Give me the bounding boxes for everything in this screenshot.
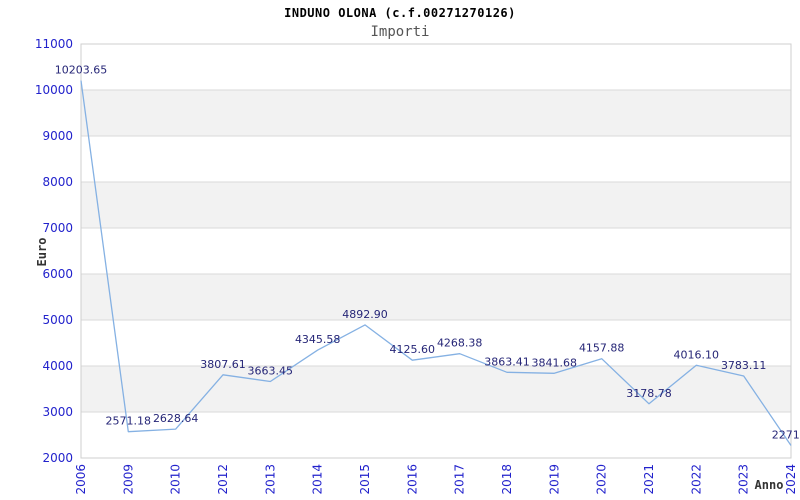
plot-border (80, 43, 792, 459)
y-tick-label: 10000 (35, 83, 73, 97)
x-tick-label: 2018 (500, 464, 514, 495)
data-point-label: 4125.60 (390, 343, 436, 356)
x-tick-label: 2016 (405, 464, 419, 495)
y-tick-label: 4000 (42, 359, 73, 373)
plot-bands (81, 90, 791, 412)
x-tick-labels-group: 2006 2009 2010 2012 2013 2014 2015 2016 2017 2018… (74, 464, 798, 495)
x-tick-label: 2021 (642, 464, 656, 495)
x-tick-label: 2017 (453, 464, 467, 495)
x-tick-label: 2013 (263, 464, 277, 495)
plot-band (81, 274, 791, 320)
x-axis-title: Anno (755, 478, 784, 492)
x-tick-label: 2010 (169, 464, 183, 495)
data-point-label: 4345.58 (295, 333, 341, 346)
chart-title: INDUNO OLONA (c.f.00271270126) (284, 6, 516, 20)
data-point-label: 2628.64 (153, 412, 199, 425)
data-point-label: 3841.68 (532, 356, 578, 369)
data-point-label: 2571.18 (106, 415, 152, 428)
y-tick-label: 6000 (42, 267, 73, 281)
plot-band (81, 366, 791, 412)
x-tick-label: 2014 (311, 464, 325, 495)
data-point-label: 3863.41 (484, 355, 530, 368)
data-point-label: 10203.65 (55, 64, 108, 77)
x-tick-label: 2020 (595, 464, 609, 495)
x-tick-label: 2012 (216, 464, 230, 495)
data-point-label: 4016.10 (674, 348, 720, 361)
y-tick-label: 5000 (42, 313, 73, 327)
y-tick-label: 9000 (42, 129, 73, 143)
y-axis-title: Euro (35, 238, 49, 267)
plot-band (81, 182, 791, 228)
data-point-label: 4157.88 (579, 342, 625, 355)
plot-gridlines (81, 89, 791, 413)
x-tick-label: 2022 (689, 464, 703, 495)
data-point-label: 3663.45 (248, 365, 294, 378)
y-tick-label: 2000 (42, 451, 73, 465)
series-line (80, 80, 792, 446)
x-tick-label: 2019 (547, 464, 561, 495)
x-tick-label: 2024 (784, 464, 798, 495)
data-point-label: 3178.78 (626, 387, 672, 400)
plot-band (81, 90, 791, 136)
x-tick-label: 2015 (358, 464, 372, 495)
y-tick-label: 7000 (42, 221, 73, 235)
x-tick-label: 2023 (737, 464, 751, 495)
data-point-label: 3807.61 (200, 358, 246, 371)
y-tick-labels-group: 2000 3000 4000 5000 6000 7000 8000 9000 10000 110… (35, 37, 73, 465)
y-tick-label: 3000 (42, 405, 73, 419)
data-point-label: 4268.38 (437, 337, 483, 350)
data-point-label: 2271.7 (772, 429, 800, 442)
y-tick-label: 11000 (35, 37, 73, 51)
data-point-label: 3783.11 (721, 359, 767, 372)
x-tick-label: 2009 (121, 464, 135, 495)
chart-subtitle: Importi (370, 24, 430, 40)
y-tick-label: 8000 (42, 175, 73, 189)
data-point-label: 4892.90 (342, 308, 388, 321)
series-line-group (80, 80, 792, 446)
x-tick-label: 2006 (74, 464, 88, 495)
